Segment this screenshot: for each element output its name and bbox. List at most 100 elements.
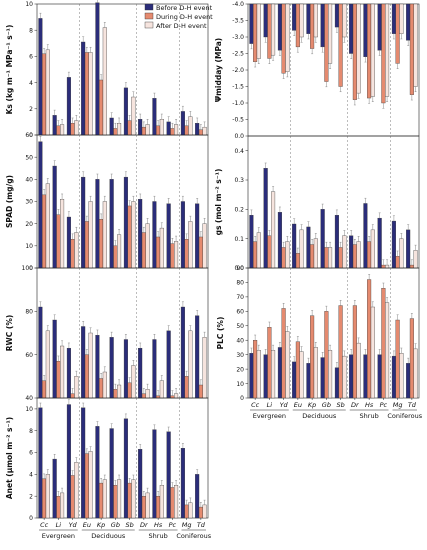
legend-label-after: After D-H event: [156, 22, 207, 30]
bar-anet-Sb-s1: [127, 482, 132, 519]
legend: Before D-H event During D-H event After …: [144, 3, 213, 30]
bar-gs-Yd-s1: [281, 247, 286, 269]
bar-rwc-Cc-s2: [45, 330, 50, 399]
bar-spad-Hs-s1: [156, 236, 161, 269]
bar-rwc-Mg-s0: [180, 306, 185, 399]
bar-psi-Li-s2: [271, 3, 276, 56]
bar-ks-Td-s1: [198, 129, 203, 136]
bar-plc-Sb-s0: [334, 367, 339, 399]
bar-psi-Kp-s0: [306, 3, 311, 34]
y-tick-label: 0.1: [234, 236, 244, 243]
y-tick-label: 100: [22, 265, 34, 272]
y-tick-label: 60: [25, 352, 33, 359]
bar-rwc-Yd-s1: [70, 393, 75, 399]
x-tick-label: Mg: [182, 521, 192, 529]
bar-psi-Eu-s2: [299, 3, 304, 38]
bar-plc-Kp-s0: [306, 363, 311, 399]
group-label: Coniferous: [176, 532, 211, 540]
bar-anet-Mg-s1: [184, 504, 189, 519]
bar-spad-Eu-s1: [84, 221, 89, 269]
y-tick-label: 0.0: [234, 265, 244, 272]
y-tick-label: 10: [25, 243, 33, 250]
x-tick-label: Li: [267, 401, 273, 409]
bar-spad-Li-s0: [52, 165, 57, 269]
bar-plc-Td-s2: [413, 348, 418, 399]
bar-psi-Mg-s1: [395, 3, 400, 64]
bar-rwc-Pc-s0: [166, 330, 171, 399]
bar-gs-Cc-s0: [249, 215, 254, 269]
y-tick-label: 30: [25, 199, 33, 206]
bar-rwc-Sb-s0: [123, 339, 128, 399]
bar-spad-Li-s1: [56, 214, 61, 269]
x-tick-label: Gb: [322, 401, 331, 409]
bar-gs-Gb-s1: [324, 247, 329, 269]
bar-ks-Pc-s1: [170, 128, 175, 136]
bar-spad-Eu-s2: [88, 201, 93, 269]
bar-gs-Sb-s0: [334, 215, 339, 269]
bar-ks-Eu-s1: [84, 52, 89, 136]
y-tick-label: -2.5: [232, 51, 244, 58]
bar-rwc-Gb-s2: [117, 384, 122, 399]
bar-plc-Td-s1: [409, 318, 414, 399]
bar-gs-Yd-s2: [285, 241, 290, 269]
bar-gs-Gb-s0: [320, 209, 325, 269]
y-tick-label: 90: [236, 265, 244, 272]
bar-gs-Kp-s2: [313, 238, 318, 269]
bar-anet-Mg-s0: [180, 448, 185, 519]
bar-plc-Pc-s0: [377, 354, 382, 399]
bar-plc-Cc-s1: [253, 340, 258, 399]
bar-rwc-Kp-s1: [99, 378, 104, 399]
bar-ks-Td-s2: [202, 126, 207, 136]
x-tick-label: Kp: [308, 401, 316, 409]
bar-psi-Td-s1: [409, 3, 414, 95]
bar-plc-Mg-s1: [395, 319, 400, 399]
bar-rwc-Sb-s1: [127, 382, 132, 399]
bar-spad-Sb-s0: [123, 176, 128, 269]
y-tick-label: 40: [25, 177, 33, 184]
bar-psi-Sb-s1: [338, 3, 343, 87]
bar-ks-Mg-s2: [188, 116, 193, 136]
y-axis-label: Ks (kg m⁻¹ MPa⁻¹ s⁻¹): [5, 25, 14, 115]
x-tick-label: Yd: [69, 521, 78, 529]
bar-psi-Gb-s1: [324, 3, 329, 82]
x-tick-label: Dr: [140, 521, 149, 529]
bar-psi-Eu-s1: [295, 3, 300, 48]
bar-plc-Kp-s1: [310, 315, 315, 399]
bar-plc-Cc-s0: [249, 353, 254, 399]
bar-gs-Sb-s1: [338, 247, 343, 269]
bar-rwc-Yd-s2: [74, 376, 79, 399]
bar-rwc-Eu-s0: [81, 326, 86, 399]
y-tick-label: 80: [25, 309, 33, 316]
bar-psi-Mg-s2: [399, 3, 404, 34]
bar-spad-Kp-s0: [95, 179, 100, 269]
bar-anet-Pc-s0: [166, 431, 171, 519]
bar-plc-Yd-s0: [277, 347, 282, 399]
bar-anet-Kp-s2: [102, 479, 107, 519]
bar-spad-Kp-s1: [99, 219, 104, 269]
y-tick-label: 0.3: [234, 177, 244, 184]
bar-psi-Cc-s1: [253, 3, 258, 62]
bar-anet-Mg-s2: [188, 502, 193, 519]
y-tick-label: 60: [25, 132, 33, 139]
y-tick-label: 0.2: [234, 207, 244, 214]
y-tick-label: 8: [29, 428, 33, 435]
bar-plc-Td-s0: [406, 363, 411, 399]
bar-plc-Gb-s0: [320, 357, 325, 399]
x-tick-label: Mg: [393, 401, 403, 409]
bar-spad-Cc-s2: [45, 183, 50, 269]
y-tick-label: -0.5: [232, 117, 244, 124]
bar-anet-Cc-s1: [42, 478, 47, 519]
bar-spad-Pc-s1: [170, 243, 175, 269]
bar-ks-Yd-s0: [66, 77, 71, 136]
y-tick-label: 0: [29, 132, 33, 139]
bar-psi-Dr-s0: [349, 3, 354, 54]
y-axis-label: gs (mol m⁻² s⁻¹): [214, 169, 223, 236]
bar-spad-Dr-s0: [138, 199, 143, 269]
y-tick-label: 8: [29, 27, 33, 34]
bar-ks-Td-s0: [195, 123, 200, 136]
panel-ks: 0 2 4 6 8 10 Ks (kg m⁻¹ MPa⁻¹ s⁻¹): [5, 0, 209, 139]
bar-spad-Pc-s2: [174, 241, 179, 269]
y-axis-label: PLC (%): [216, 317, 225, 350]
bar-plc-Hs-s0: [363, 354, 368, 399]
bar-rwc-Yd-s0: [66, 347, 71, 399]
